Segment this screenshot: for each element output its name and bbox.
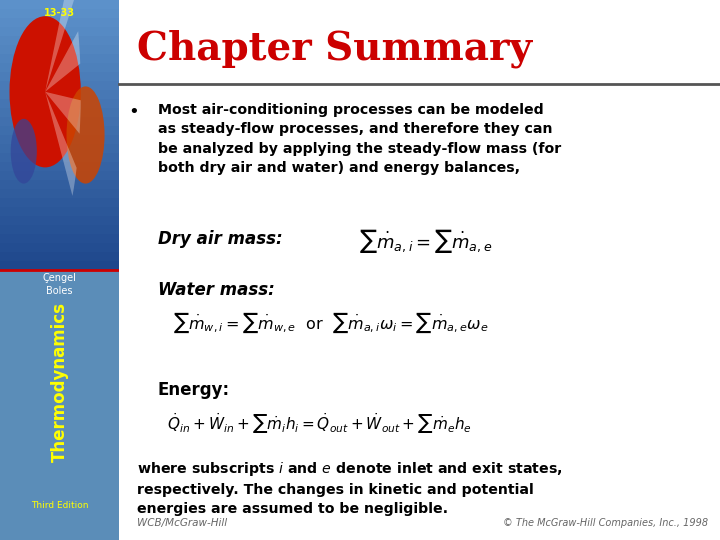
Text: $\sum \dot{m}_{w,i} = \sum \dot{m}_{w,e}$  or  $\sum \dot{m}_{a,i}\omega_i = \su: $\sum \dot{m}_{w,i} = \sum \dot{m}_{w,e}… <box>173 310 488 335</box>
Bar <box>0 63 119 72</box>
Bar <box>0 189 119 198</box>
Bar <box>0 81 119 90</box>
Bar <box>0 72 119 81</box>
Wedge shape <box>45 0 74 92</box>
Text: •: • <box>128 103 138 120</box>
Text: Chapter Summary: Chapter Summary <box>137 30 532 68</box>
Text: © The McGraw-Hill Companies, Inc., 1998: © The McGraw-Hill Companies, Inc., 1998 <box>503 518 708 528</box>
Ellipse shape <box>9 16 81 167</box>
Bar <box>0 153 119 162</box>
Bar <box>0 54 119 63</box>
Bar <box>0 198 119 207</box>
Bar <box>0 126 119 135</box>
Text: Most air-conditioning processes can be modeled
as steady-flow processes, and the: Most air-conditioning processes can be m… <box>158 103 561 175</box>
Ellipse shape <box>66 86 104 184</box>
Wedge shape <box>45 92 76 196</box>
Bar <box>0 45 119 54</box>
Bar <box>0 261 119 270</box>
Text: Water mass:: Water mass: <box>158 281 274 299</box>
Text: Çengel
Boles: Çengel Boles <box>42 273 76 296</box>
Bar <box>0 36 119 45</box>
Bar <box>0 171 119 180</box>
Bar <box>0 243 119 252</box>
Bar <box>0 162 119 171</box>
Text: Third Edition: Third Edition <box>31 501 88 510</box>
Text: where subscripts $i$ and $e$ denote inlet and exit states,
respectively. The cha: where subscripts $i$ and $e$ denote inle… <box>137 460 562 516</box>
Bar <box>0 270 119 540</box>
Bar <box>0 117 119 126</box>
Text: WCB/McGraw-Hill: WCB/McGraw-Hill <box>137 518 227 528</box>
Bar <box>0 99 119 108</box>
Bar <box>0 18 119 27</box>
Wedge shape <box>45 31 80 92</box>
Text: Thermodynamics: Thermodynamics <box>50 302 68 462</box>
Bar <box>0 225 119 234</box>
Ellipse shape <box>11 119 37 184</box>
Bar <box>0 9 119 18</box>
Bar <box>0 144 119 153</box>
Text: Dry air mass:: Dry air mass: <box>158 230 282 247</box>
Bar <box>0 135 119 144</box>
Bar <box>0 252 119 261</box>
Bar <box>0 108 119 117</box>
Bar <box>0 180 119 189</box>
Bar <box>0 90 119 99</box>
Bar <box>0 27 119 36</box>
Text: $\dot{Q}_{in} + \dot{W}_{in} + \sum \dot{m}_i h_i = \dot{Q}_{out} + \dot{W}_{out: $\dot{Q}_{in} + \dot{W}_{in} + \sum \dot… <box>167 411 472 436</box>
Text: $\sum \dot{m}_{a,i} = \sum \dot{m}_{a,e}$: $\sum \dot{m}_{a,i} = \sum \dot{m}_{a,e}… <box>359 227 492 255</box>
Text: 13-33: 13-33 <box>44 8 75 18</box>
Bar <box>0 234 119 243</box>
Bar <box>0 207 119 216</box>
Wedge shape <box>45 92 81 134</box>
Bar <box>0 216 119 225</box>
Text: Energy:: Energy: <box>158 381 230 399</box>
Bar <box>0 0 119 9</box>
